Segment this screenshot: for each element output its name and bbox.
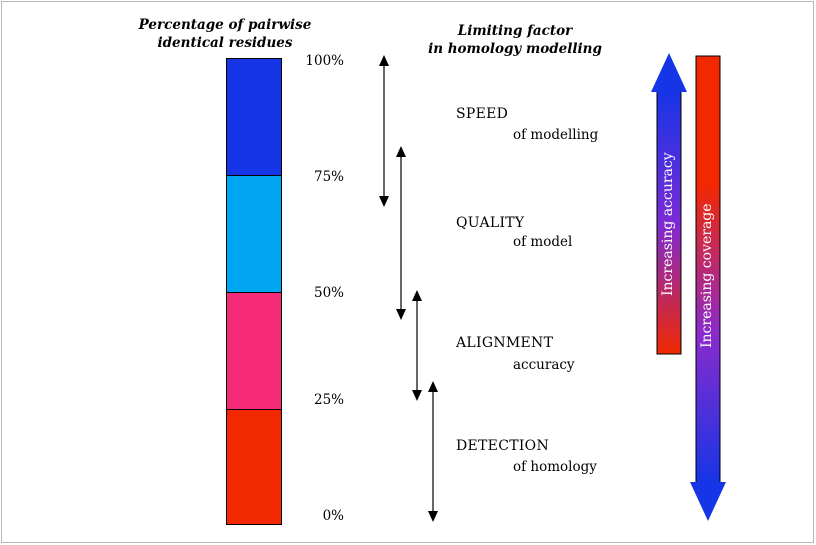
pct-label-0: 0% xyxy=(322,508,344,524)
double-arrow-alignment xyxy=(412,290,422,401)
coverage-bar-label: Increasing coverage xyxy=(699,203,715,348)
factor-speed-sub: of modelling xyxy=(513,127,599,143)
scale-segment-75-100 xyxy=(226,58,282,176)
factor-detection-label: DETECTION xyxy=(456,438,550,454)
factor-quality-sub: of model xyxy=(513,234,573,250)
right-header-line2: in homology modelling xyxy=(428,41,602,57)
right-header: Limiting factor in homology modelling xyxy=(400,22,630,58)
double-arrow-detection xyxy=(428,381,438,522)
accuracy-arrow-bar xyxy=(651,53,687,355)
factor-alignment-sub: accuracy xyxy=(513,357,575,373)
scale-segment-25-50 xyxy=(226,292,282,410)
left-header-line1: Percentage of pairwise xyxy=(138,17,312,33)
right-header-line1: Limiting factor xyxy=(457,23,573,39)
factor-detection-sub: of homology xyxy=(513,459,597,475)
scale-segment-50-75 xyxy=(226,175,282,293)
factor-quality-label: QUALITY xyxy=(456,215,525,231)
double-arrow-speed xyxy=(379,55,389,207)
pct-label-100: 100% xyxy=(305,53,344,69)
factor-alignment-label: ALIGNMENT xyxy=(456,335,554,351)
accuracy-bar-label: Increasing accuracy xyxy=(660,152,676,296)
left-header-line2: identical residues xyxy=(157,35,293,51)
factor-speed-label: SPEED xyxy=(456,106,509,122)
pct-label-75: 75% xyxy=(313,169,344,185)
coverage-arrow-bar xyxy=(690,55,726,521)
pct-label-50: 50% xyxy=(313,285,344,301)
left-header: Percentage of pairwise identical residue… xyxy=(110,16,340,52)
pct-label-25: 25% xyxy=(313,392,344,408)
double-arrow-quality xyxy=(396,146,406,320)
scale-segment-0-25 xyxy=(226,409,282,525)
